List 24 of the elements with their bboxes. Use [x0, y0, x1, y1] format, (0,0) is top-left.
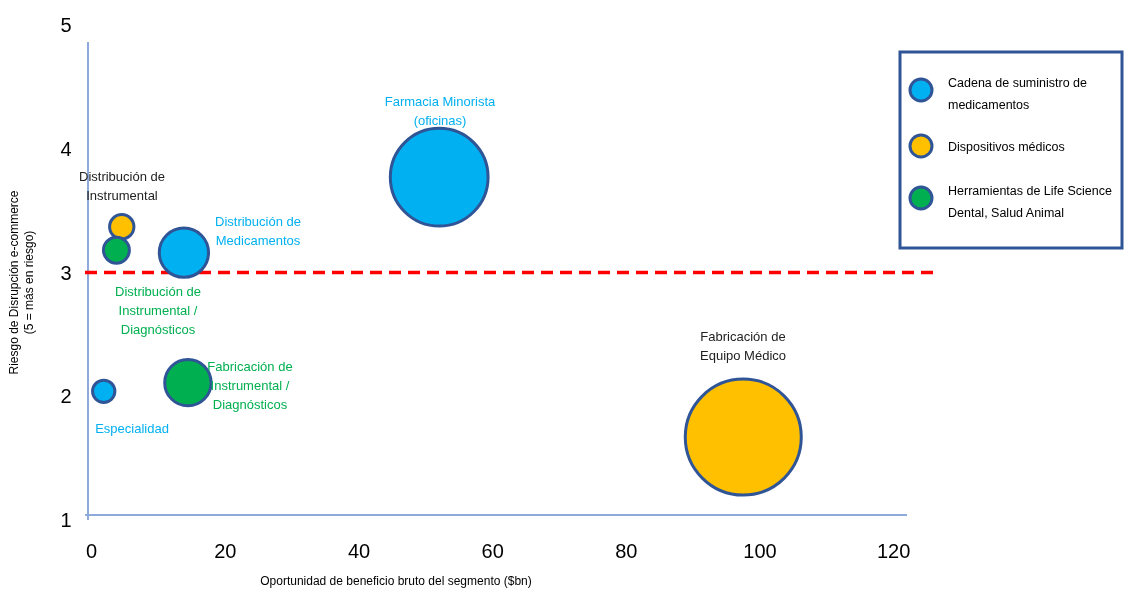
y-tick-label: 4: [60, 137, 72, 160]
y-tick-label: 1: [60, 509, 72, 531]
x-tick-label: 100: [743, 540, 777, 562]
legend-label: Dispositivos médicos: [948, 140, 1065, 154]
legend-label: Herramientas de Life Science Dental, Salud Animal: [948, 184, 1113, 220]
legend-label: Cadena de suministro de medicamentos: [948, 76, 1088, 112]
y-axis-title: Riesgo de Disrupción e-commerce (5 = más en riesgo): [7, 190, 36, 375]
x-tick-label: 40: [347, 540, 371, 562]
annotation: Especialidad: [95, 421, 169, 436]
x-axis-title: Oportunidad de beneficio bruto del segmento ($bn): [260, 574, 532, 588]
annotation: Fabricación de Equipo Médico: [700, 328, 786, 363]
annotation: Distribución de Instrumental: [79, 168, 165, 203]
x-tick-label: 60: [481, 540, 504, 562]
y-tick-label: 2: [60, 385, 72, 408]
y-tick-label: 3: [60, 261, 72, 284]
annotation: Fabricación de Instrumental / Diagnósticos: [207, 359, 293, 412]
x-tick-label: 20: [214, 540, 237, 562]
x-tick-label: 120: [876, 540, 911, 562]
annotation: Distribución de Instrumental / Diagnósticos: [115, 284, 201, 337]
x-tick-label: 0: [86, 540, 98, 562]
annotation: Distribución de Medicamentos: [215, 213, 301, 248]
y-tick-label: 5: [60, 14, 72, 36]
x-tick-label: 80: [615, 540, 638, 562]
annotation: Farmacia Minorista (oficinas): [384, 93, 497, 128]
